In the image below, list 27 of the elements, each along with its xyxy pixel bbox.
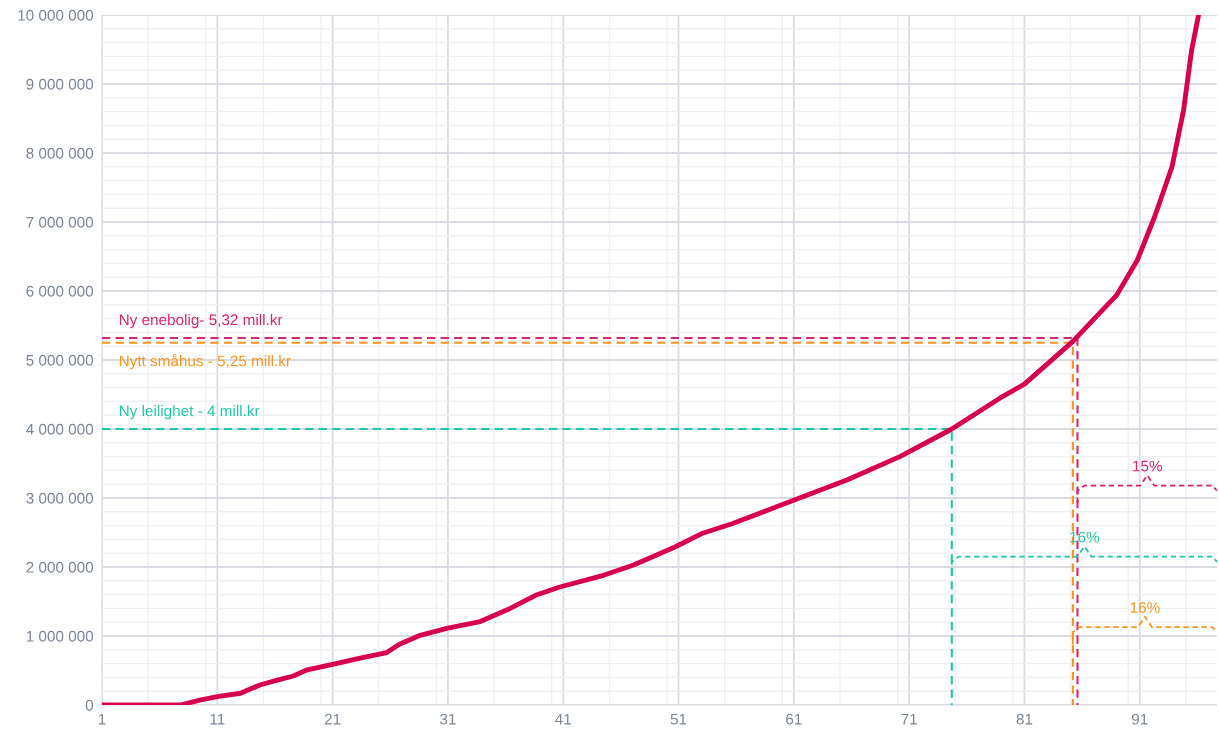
y-tick-label: 9 000 000	[26, 78, 94, 90]
y-tick-label: 5 000 000	[26, 354, 94, 366]
x-tick-label: 11	[210, 713, 225, 725]
x-tick-label: 31	[440, 713, 456, 725]
y-tick-label: 10 000 000	[18, 9, 94, 21]
annotation: Ny leilighet - 4 mill.kr	[119, 405, 260, 420]
x-tick-label: 51	[670, 713, 687, 725]
x-tick-label: 1	[98, 713, 106, 725]
annotation: Ny enebolig- 5,32 mill.kr	[119, 313, 283, 329]
y-tick-label: 2 000 000	[26, 561, 94, 573]
annotation: 16%	[1130, 602, 1160, 613]
y-tick-label: 1 000 000	[26, 630, 94, 642]
annotation: 16%	[1070, 531, 1100, 543]
y-tick-label: 0	[85, 699, 94, 711]
x-tick-label: 71	[901, 713, 917, 725]
x-tick-label: 41	[555, 713, 571, 725]
annotation: Nytt småhus - 5,25 mill.kr	[119, 353, 291, 370]
x-tick-label: 61	[786, 713, 802, 725]
x-tick-label: 91	[1131, 713, 1148, 725]
y-tick-label: 8 000 000	[26, 147, 94, 159]
y-tick-label: 7 000 000	[26, 216, 94, 228]
y-tick-label: 3 000 000	[26, 492, 94, 504]
x-tick-label: 21	[324, 713, 341, 725]
x-tick-label: 81	[1016, 713, 1033, 725]
annotation: 15%	[1133, 460, 1162, 472]
y-tick-label: 6 000 000	[26, 285, 94, 297]
y-tick-label: 4 000 000	[26, 423, 94, 435]
